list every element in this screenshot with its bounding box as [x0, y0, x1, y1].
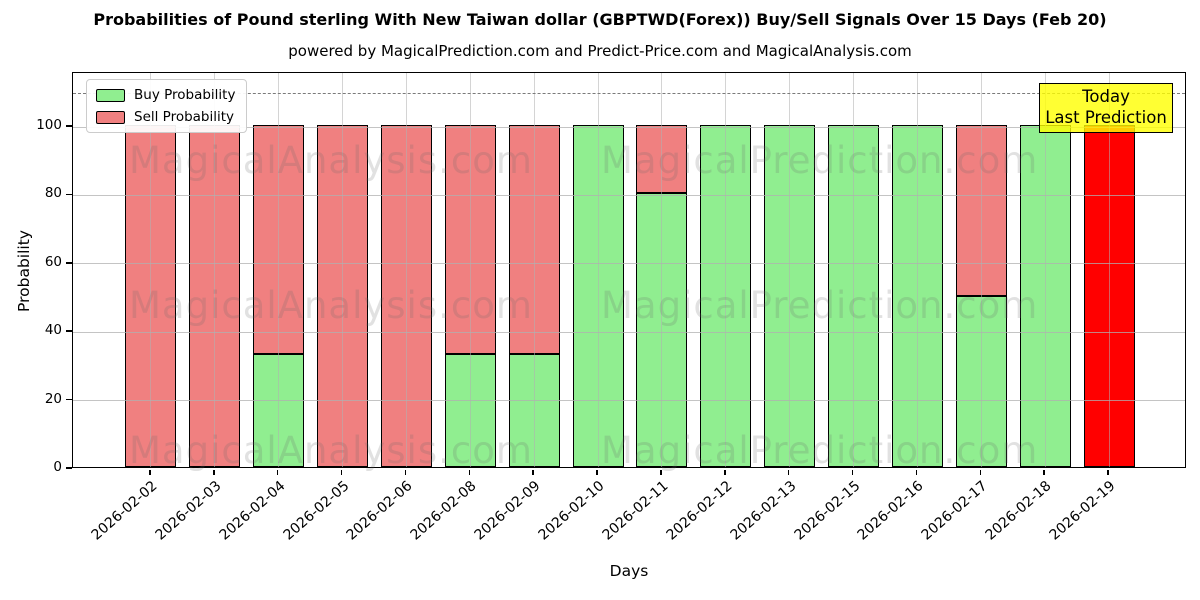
h-gridline — [73, 400, 1185, 402]
y-tick-mark — [66, 262, 72, 264]
y-tick-mark — [66, 193, 72, 196]
v-gridline — [789, 73, 791, 467]
h-gridline — [73, 331, 1185, 333]
v-gridline — [661, 73, 663, 467]
chart-title: Probabilities of Pound sterling With New… — [93, 10, 1107, 29]
v-gridline — [150, 73, 152, 467]
x-tick-mark — [213, 469, 215, 475]
v-gridline — [853, 73, 855, 467]
y-tick-mark — [66, 125, 72, 127]
x-tick-mark — [532, 469, 534, 475]
x-tick-mark — [1043, 469, 1045, 475]
chart-plot-area: Buy Probability Sell Probability Today L… — [72, 72, 1186, 472]
today-annotation-line1: Today — [1082, 87, 1130, 106]
y-tick-label: 100 — [36, 117, 62, 134]
x-tick-mark — [404, 469, 407, 475]
y-tick-mark — [66, 398, 72, 401]
today-last-prediction-annotation: Today Last Prediction — [1039, 83, 1173, 133]
v-gridline — [342, 73, 344, 467]
x-tick-mark — [1107, 469, 1109, 475]
x-tick-mark — [724, 469, 726, 475]
x-tick-mark — [851, 469, 854, 475]
v-gridline — [725, 73, 727, 467]
x-axis-title: Days — [609, 562, 649, 580]
chart-legend: Buy Probability Sell Probability — [86, 79, 248, 133]
x-tick-mark — [787, 469, 790, 475]
v-gridline — [405, 73, 407, 467]
v-gridline — [597, 73, 599, 467]
x-tick-mark — [915, 469, 918, 475]
v-gridline — [278, 73, 280, 467]
chart-subtitle: powered by MagicalPrediction.com and Pre… — [288, 42, 912, 60]
legend-buy-label: Buy Probability — [134, 87, 236, 103]
x-tick-mark — [468, 469, 471, 475]
today-annotation-line2: Last Prediction — [1045, 108, 1167, 128]
y-tick-label: 80 — [44, 185, 62, 202]
y-tick-label: 40 — [44, 322, 62, 339]
y-tick-label: 0 — [53, 459, 62, 475]
legend-item-buy: Buy Probability — [96, 87, 235, 103]
dashed-threshold-line — [73, 92, 1185, 94]
h-gridline — [73, 263, 1185, 265]
sell-swatch-icon — [96, 110, 125, 124]
y-axis-title: Probability — [15, 230, 33, 312]
v-gridline — [1044, 73, 1046, 467]
y-tick-mark — [66, 330, 72, 332]
x-tick-mark — [149, 469, 151, 475]
h-gridline — [73, 194, 1185, 196]
x-tick-mark — [340, 469, 343, 475]
y-tick-label: 20 — [44, 390, 62, 407]
x-tick-mark — [276, 469, 279, 475]
v-gridline — [469, 73, 471, 467]
v-gridline — [916, 73, 918, 467]
buy-swatch-icon — [96, 88, 125, 102]
legend-item-sell: Sell Probability — [96, 109, 235, 125]
v-gridline — [533, 73, 535, 467]
legend-sell-label: Sell Probability — [134, 109, 235, 125]
h-gridline — [73, 126, 1185, 128]
y-tick-label: 60 — [44, 253, 62, 270]
v-gridline — [980, 73, 982, 467]
v-gridline — [1108, 73, 1110, 467]
y-tick-mark — [66, 467, 72, 469]
v-gridline — [214, 73, 216, 467]
x-tick-mark — [979, 469, 982, 475]
x-tick-mark — [596, 469, 598, 475]
x-tick-mark — [660, 469, 662, 475]
